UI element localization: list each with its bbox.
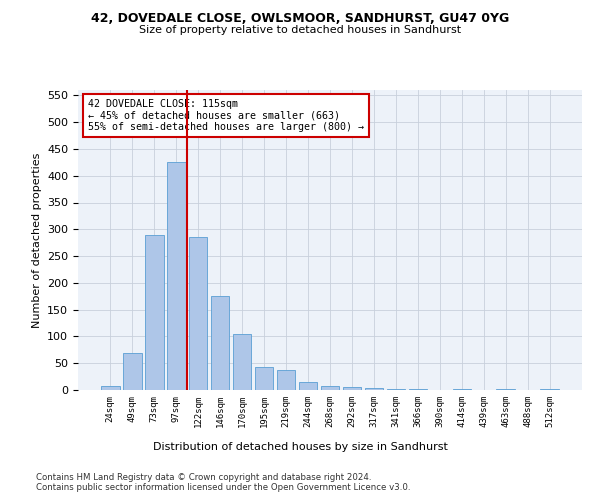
Bar [452, 389, 471, 390]
Bar [211, 296, 229, 390]
Bar [365, 388, 383, 390]
Bar [320, 386, 340, 390]
Text: Size of property relative to detached houses in Sandhurst: Size of property relative to detached ho… [139, 25, 461, 35]
Bar [277, 370, 295, 390]
Bar [123, 352, 142, 390]
Text: Contains HM Land Registry data © Crown copyright and database right 2024.: Contains HM Land Registry data © Crown c… [36, 472, 371, 482]
Text: Contains public sector information licensed under the Open Government Licence v3: Contains public sector information licen… [36, 482, 410, 492]
Bar [299, 382, 317, 390]
Text: Distribution of detached houses by size in Sandhurst: Distribution of detached houses by size … [152, 442, 448, 452]
Bar [167, 162, 185, 390]
Text: 42, DOVEDALE CLOSE, OWLSMOOR, SANDHURST, GU47 0YG: 42, DOVEDALE CLOSE, OWLSMOOR, SANDHURST,… [91, 12, 509, 26]
Bar [255, 367, 274, 390]
Bar [101, 386, 119, 390]
Text: 42 DOVEDALE CLOSE: 115sqm
← 45% of detached houses are smaller (663)
55% of semi: 42 DOVEDALE CLOSE: 115sqm ← 45% of detac… [88, 99, 364, 132]
Bar [343, 388, 361, 390]
Bar [541, 389, 559, 390]
Bar [233, 334, 251, 390]
Y-axis label: Number of detached properties: Number of detached properties [32, 152, 41, 328]
Bar [189, 238, 208, 390]
Bar [145, 234, 164, 390]
